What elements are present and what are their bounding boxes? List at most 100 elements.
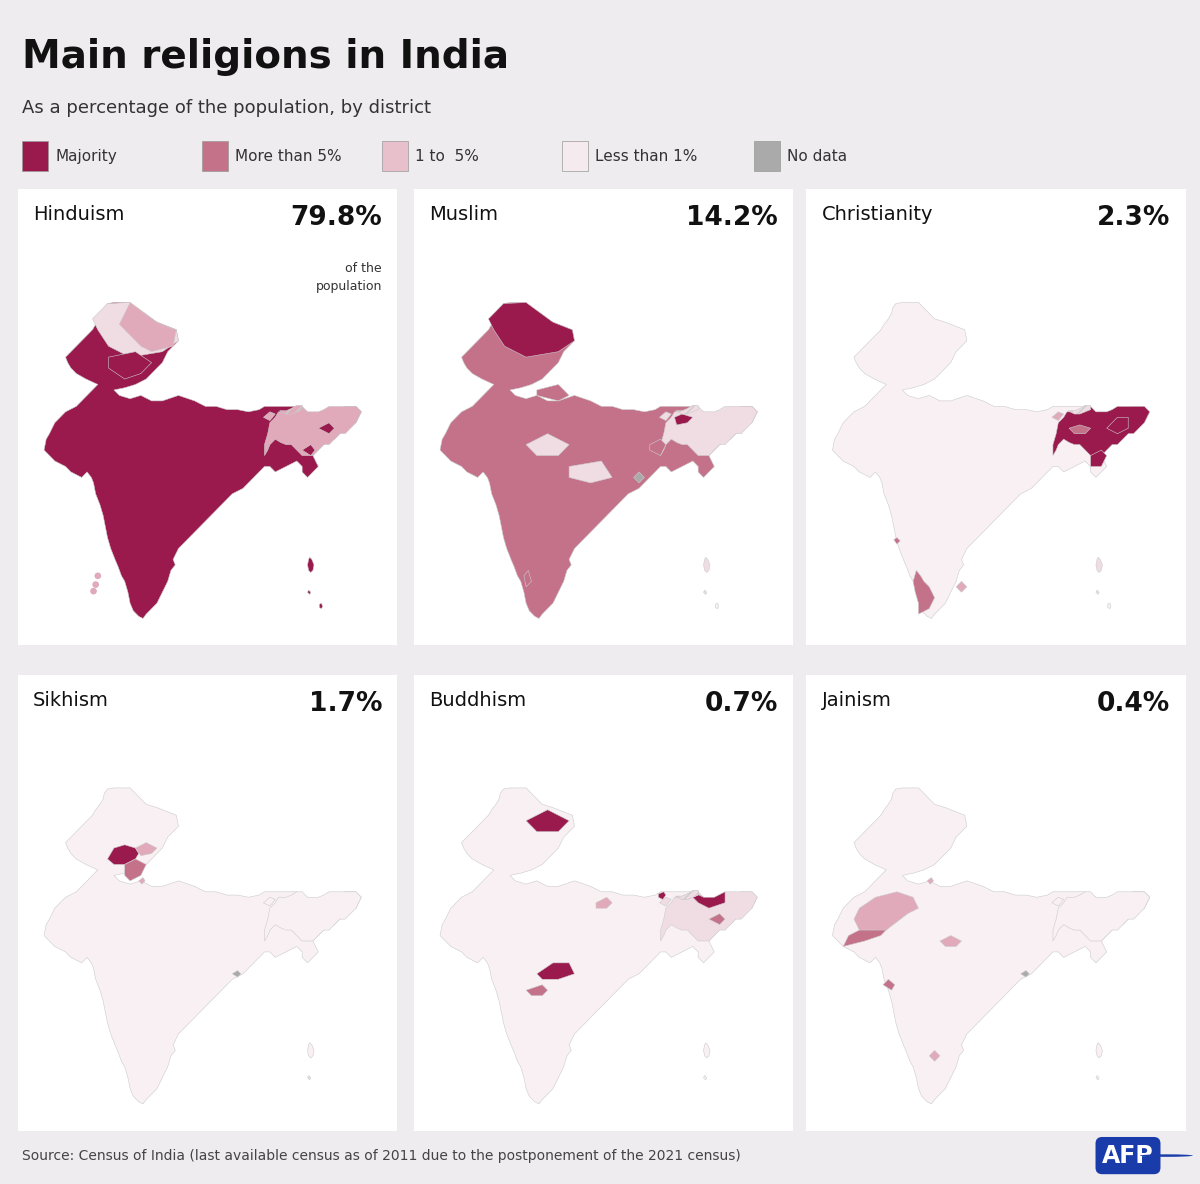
Polygon shape <box>1052 892 1150 941</box>
Polygon shape <box>526 810 569 831</box>
FancyBboxPatch shape <box>804 187 1188 648</box>
Text: Less than 1%: Less than 1% <box>595 149 697 163</box>
Polygon shape <box>536 385 569 401</box>
Polygon shape <box>488 302 575 358</box>
Polygon shape <box>703 1075 707 1080</box>
Polygon shape <box>660 406 757 456</box>
Polygon shape <box>833 302 1150 618</box>
Polygon shape <box>264 892 361 941</box>
Polygon shape <box>319 603 323 609</box>
Polygon shape <box>307 558 314 573</box>
Polygon shape <box>233 971 241 977</box>
Polygon shape <box>1069 425 1091 433</box>
Text: 0.7%: 0.7% <box>704 690 778 716</box>
Polygon shape <box>929 1050 940 1061</box>
Bar <box>562 141 588 172</box>
Text: 2.3%: 2.3% <box>1097 205 1170 231</box>
Polygon shape <box>649 439 666 456</box>
Polygon shape <box>634 472 644 483</box>
Bar <box>382 141 408 172</box>
Text: Christianity: Christianity <box>822 205 934 225</box>
Bar <box>22 141 48 172</box>
Polygon shape <box>1052 897 1063 906</box>
Text: More than 5%: More than 5% <box>235 149 342 163</box>
Polygon shape <box>913 571 935 614</box>
FancyBboxPatch shape <box>412 673 796 1133</box>
Text: 1 to  5%: 1 to 5% <box>415 149 479 163</box>
Polygon shape <box>703 590 707 594</box>
Polygon shape <box>307 1043 314 1058</box>
Polygon shape <box>674 414 692 425</box>
Polygon shape <box>524 571 532 587</box>
Polygon shape <box>108 844 139 864</box>
Polygon shape <box>307 1075 311 1080</box>
Circle shape <box>1140 1154 1193 1157</box>
Circle shape <box>94 583 98 587</box>
Polygon shape <box>660 892 757 941</box>
Polygon shape <box>569 461 612 483</box>
Polygon shape <box>44 302 361 618</box>
Polygon shape <box>526 985 547 996</box>
FancyBboxPatch shape <box>16 673 400 1133</box>
Polygon shape <box>280 405 302 414</box>
Text: of the
population: of the population <box>316 263 382 294</box>
Text: Muslim: Muslim <box>430 205 498 225</box>
Text: AFP: AFP <box>1102 1144 1154 1167</box>
Polygon shape <box>44 787 361 1103</box>
Polygon shape <box>1021 971 1030 977</box>
Polygon shape <box>660 412 671 420</box>
Polygon shape <box>318 423 335 433</box>
Polygon shape <box>526 433 569 456</box>
Text: 0.4%: 0.4% <box>1097 690 1170 716</box>
Polygon shape <box>659 892 666 900</box>
Polygon shape <box>125 858 146 881</box>
Polygon shape <box>1052 412 1063 420</box>
Polygon shape <box>883 979 895 990</box>
Polygon shape <box>1096 558 1103 573</box>
Polygon shape <box>264 412 275 420</box>
Text: 1.7%: 1.7% <box>308 690 382 716</box>
Polygon shape <box>1096 1075 1099 1080</box>
Polygon shape <box>440 302 757 618</box>
Polygon shape <box>536 963 575 979</box>
Bar <box>202 141 228 172</box>
Polygon shape <box>703 1043 710 1058</box>
Text: Majority: Majority <box>55 149 116 163</box>
Polygon shape <box>139 877 145 884</box>
Circle shape <box>95 573 101 579</box>
Polygon shape <box>940 935 961 946</box>
Polygon shape <box>1096 1043 1103 1058</box>
Polygon shape <box>956 581 967 592</box>
Polygon shape <box>264 897 275 906</box>
Polygon shape <box>715 603 719 609</box>
Circle shape <box>91 588 96 593</box>
Text: No data: No data <box>787 149 847 163</box>
Polygon shape <box>92 302 179 358</box>
Text: As a percentage of the population, by district: As a percentage of the population, by di… <box>22 98 431 117</box>
Text: Buddhism: Buddhism <box>430 690 527 710</box>
Polygon shape <box>676 890 698 900</box>
Polygon shape <box>596 897 612 908</box>
FancyBboxPatch shape <box>16 187 400 648</box>
Polygon shape <box>1108 603 1111 609</box>
Text: Main religions in India: Main religions in India <box>22 38 509 76</box>
Polygon shape <box>264 406 361 456</box>
Text: 79.8%: 79.8% <box>290 205 382 231</box>
Polygon shape <box>307 590 311 594</box>
Text: Source: Census of India (last available census as of 2011 due to the postponemen: Source: Census of India (last available … <box>22 1148 740 1163</box>
FancyBboxPatch shape <box>804 673 1188 1133</box>
Polygon shape <box>1096 590 1099 594</box>
FancyBboxPatch shape <box>412 187 796 648</box>
Text: Jainism: Jainism <box>822 690 892 710</box>
Polygon shape <box>833 787 1150 1103</box>
Polygon shape <box>302 445 316 456</box>
Polygon shape <box>709 914 725 925</box>
Polygon shape <box>119 302 176 352</box>
Text: 14.2%: 14.2% <box>686 205 778 231</box>
Polygon shape <box>660 897 671 906</box>
Polygon shape <box>440 787 757 1103</box>
Polygon shape <box>136 843 157 856</box>
Polygon shape <box>703 558 710 573</box>
Polygon shape <box>1068 405 1091 414</box>
Polygon shape <box>894 538 900 545</box>
